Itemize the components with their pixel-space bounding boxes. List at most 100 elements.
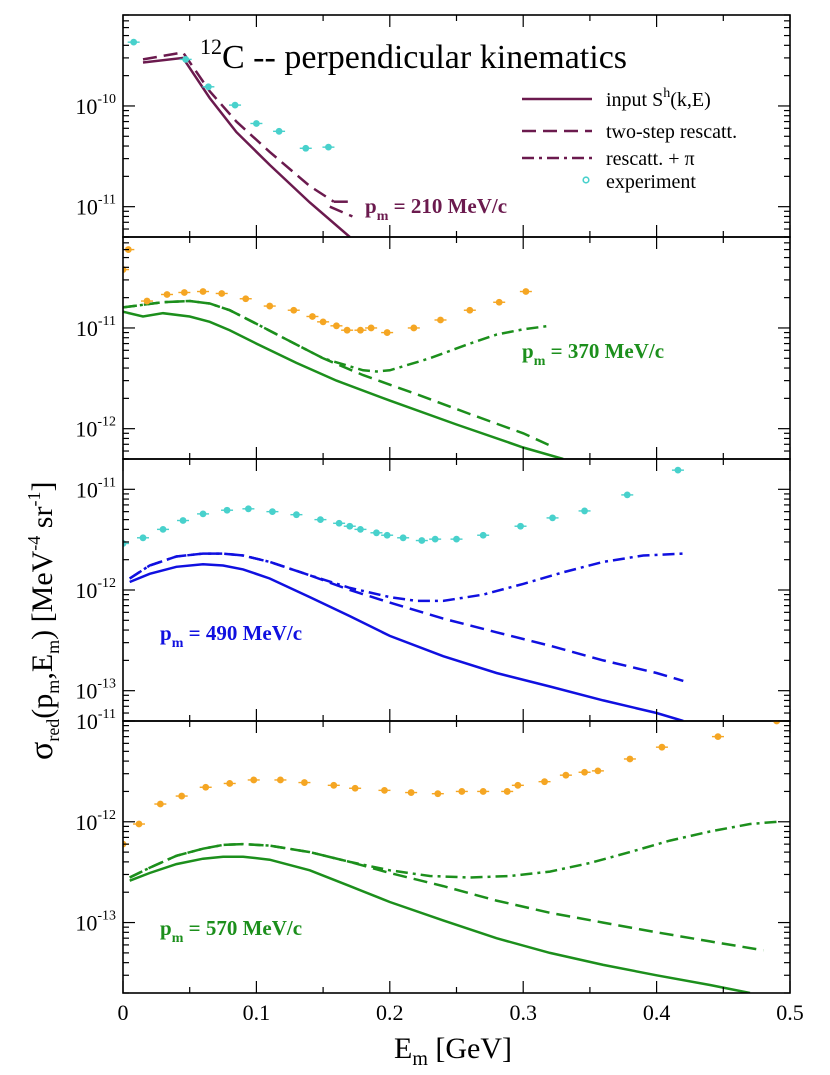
y-title-mid: (p: [26, 694, 59, 719]
experiment-point: [330, 781, 338, 789]
experiment-point: [253, 120, 260, 127]
experiment-point: [159, 525, 167, 533]
experiment-point: [373, 529, 380, 537]
legend-marker-label: experiment: [606, 171, 696, 193]
panel-4-data: [123, 721, 783, 993]
experiment-point: [333, 322, 340, 330]
input-spectral-curve: [129, 563, 684, 721]
experiment-point: [277, 776, 284, 784]
experiment-point: [130, 38, 138, 46]
experiment-point: [302, 144, 310, 152]
y-tick-label: 10-13: [75, 677, 116, 704]
experiment-point: [199, 288, 207, 295]
experiment-point: [343, 326, 351, 334]
experiment-point: [458, 788, 466, 795]
experiment-point: [179, 517, 187, 524]
experiment-point: [178, 792, 186, 800]
input-spectral-curve: [129, 855, 751, 993]
rescatt-pi-curve: [123, 299, 551, 373]
x-axis-title: Em [GeV]: [394, 1032, 512, 1070]
y-tick-exp: -12: [97, 576, 116, 591]
y-title-sr: sr: [26, 507, 59, 536]
y-title-end: ]: [26, 482, 59, 492]
experiment-point: [135, 820, 143, 828]
two-step-rescatt-curve-tail: [329, 205, 353, 218]
pm-label-rest: = 490 MeV/c: [183, 621, 302, 645]
pm-label-main: p: [522, 339, 534, 363]
experiment-point: [466, 306, 474, 314]
experiment-point: [479, 788, 487, 795]
experiment-point: [156, 800, 164, 808]
experiment-point: [182, 55, 190, 63]
experiment-point: [562, 771, 570, 779]
pm-label-sub: m: [172, 931, 184, 946]
y-tick-base: 10: [75, 94, 97, 119]
experiment-point: [581, 768, 588, 776]
y-title-close: ) [MeV: [26, 550, 59, 639]
x-tick-label: 0.2: [376, 1000, 404, 1025]
pm-label-sub: m: [534, 354, 546, 369]
experiment-point: [269, 508, 276, 516]
experiment-point: [231, 101, 239, 109]
y-tick-base: 10: [76, 709, 98, 734]
y-title-sub2: m: [43, 680, 63, 694]
experiment-point: [250, 776, 258, 784]
y-tick-exp: -13: [97, 909, 116, 924]
y-tick-base: 10: [76, 477, 98, 502]
experiment-point: [674, 466, 682, 474]
two-step-rescatt-curve: [129, 552, 684, 683]
legend-dashdot-label: rescatt. + π: [606, 148, 695, 170]
x-tick-label: 0.4: [643, 1000, 671, 1025]
experiment-point: [479, 531, 487, 539]
y-tick-label: 10-10: [75, 92, 116, 119]
experiment-point: [594, 767, 602, 775]
chart-title: 12C -- perpendicular kinematics: [200, 34, 627, 76]
experiment-point: [357, 326, 364, 334]
experiment-point: [434, 790, 442, 798]
y-tick-label: 10-11: [76, 193, 116, 220]
panel-1-data: [127, 38, 353, 237]
y-title-sup2: -1: [24, 492, 44, 507]
y-tick-exp: -11: [98, 193, 116, 208]
y-tick-label: 10-12: [75, 415, 116, 442]
two-step-rescatt-curve: [123, 299, 551, 447]
experiment-point: [383, 531, 391, 539]
title-text: C -- perpendicular kinematics: [222, 39, 627, 76]
x-tick-label: 0.5: [776, 1000, 804, 1025]
pm-label: pm = 570 MeV/c: [160, 916, 302, 946]
experiment-point: [309, 313, 316, 320]
x-tick-label: 0: [118, 1000, 129, 1025]
experiment-point: [399, 534, 407, 542]
pm-label-main: p: [365, 194, 377, 218]
experiment-point: [301, 779, 308, 786]
title-superscript: 12: [200, 34, 222, 59]
y-tick-base: 10: [75, 578, 97, 603]
legend-solid-after: (k,E): [670, 89, 711, 111]
experiment-point: [418, 537, 426, 544]
x-tick-label: 0.1: [243, 1000, 271, 1025]
y-axis-title: σred(pm,Em) [MeV-4 sr-1]: [23, 482, 63, 760]
legend-solid-label: input Sh(k,E): [606, 86, 711, 111]
x-tick-label: 0.3: [509, 1000, 537, 1025]
experiment-point: [218, 290, 226, 297]
legend-dashed-label: two-step rescatt.: [606, 121, 737, 143]
experiment-point: [517, 522, 524, 530]
experiment-point: [549, 514, 556, 522]
experiment-point: [495, 298, 503, 306]
experiment-point: [202, 783, 210, 791]
y-tick-exp: -12: [97, 808, 116, 823]
experiment-point: [714, 733, 722, 741]
y-tick-base: 10: [76, 316, 98, 341]
experiment-point: [626, 755, 634, 763]
experiment-point: [242, 295, 250, 303]
experiment-point: [773, 721, 781, 725]
rescatt-pi-curve: [129, 820, 777, 879]
pm-label-main: p: [160, 916, 172, 940]
experiment-point: [453, 535, 460, 543]
experiment-point: [658, 743, 666, 751]
experiment-point: [431, 535, 439, 543]
experiment-point: [541, 778, 548, 786]
